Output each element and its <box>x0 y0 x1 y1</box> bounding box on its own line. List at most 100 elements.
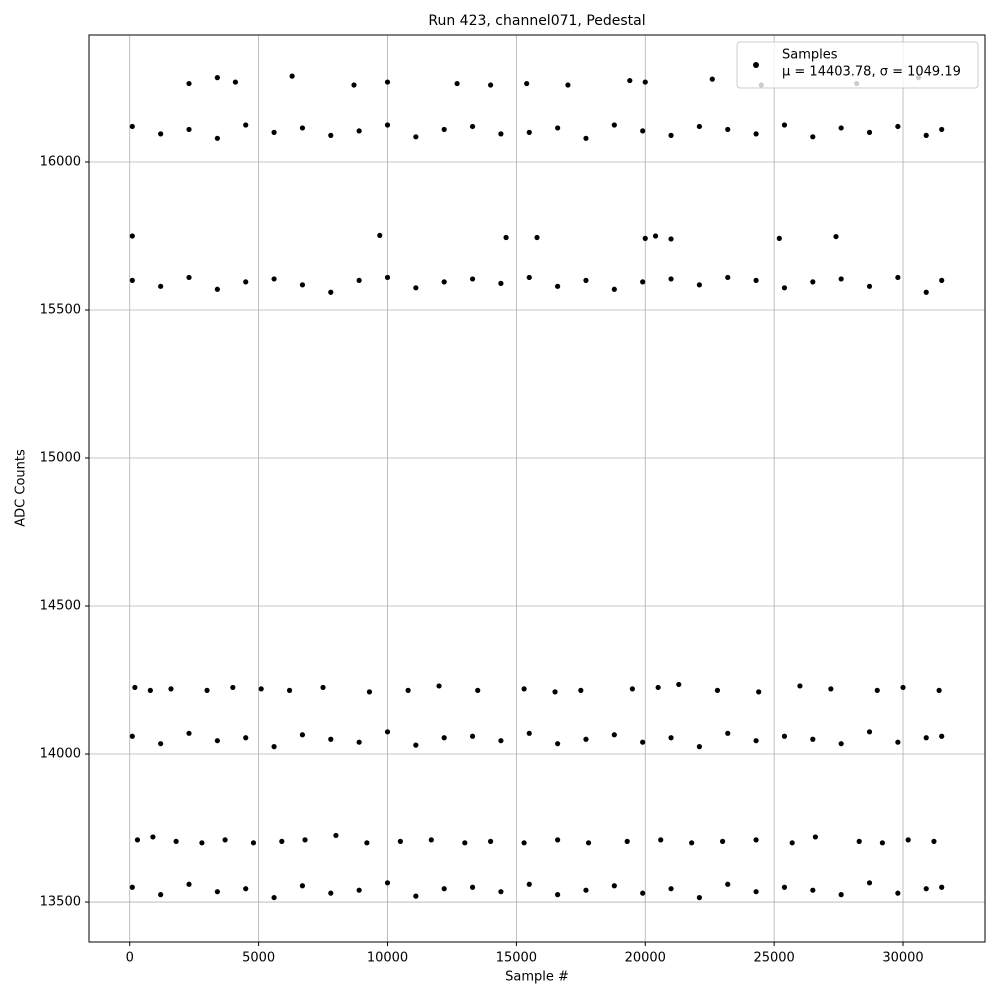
data-point <box>243 279 249 285</box>
data-point <box>611 286 617 292</box>
data-point <box>668 886 674 892</box>
data-point <box>583 887 589 893</box>
data-point <box>753 131 759 137</box>
data-point <box>611 883 617 889</box>
data-point <box>642 235 648 241</box>
data-point <box>413 134 419 140</box>
data-point <box>923 132 929 138</box>
data-point <box>441 735 447 741</box>
data-point <box>454 80 460 87</box>
data-point <box>534 234 540 241</box>
data-point <box>377 232 383 239</box>
data-point <box>709 76 715 82</box>
data-point <box>810 279 816 285</box>
data-point <box>689 840 695 846</box>
data-point <box>351 82 357 88</box>
data-point <box>384 274 391 281</box>
data-point <box>565 82 571 88</box>
data-point <box>320 684 326 691</box>
data-point <box>503 234 509 241</box>
data-point <box>838 741 844 747</box>
data-point <box>214 135 220 141</box>
data-point <box>526 730 532 736</box>
data-point <box>642 79 648 85</box>
data-point <box>838 276 844 282</box>
data-point <box>810 134 816 140</box>
x-tick-label: 25000 <box>753 951 794 966</box>
data-point <box>469 123 476 130</box>
data-point <box>356 128 362 134</box>
data-point <box>555 283 561 289</box>
data-point <box>789 840 795 846</box>
data-point <box>552 689 558 695</box>
data-point <box>583 135 589 141</box>
x-tick-label: 30000 <box>882 951 923 966</box>
data-point <box>828 686 834 692</box>
data-point <box>243 122 249 128</box>
data-point <box>668 132 674 138</box>
data-point <box>243 886 249 892</box>
data-point <box>866 283 873 289</box>
data-point <box>271 276 277 282</box>
data-point <box>441 279 447 285</box>
data-point <box>173 838 179 844</box>
data-point <box>797 683 803 689</box>
data-point <box>186 274 192 281</box>
data-point <box>781 733 788 739</box>
data-point <box>714 687 721 693</box>
data-point <box>838 892 844 898</box>
data-point <box>384 122 391 128</box>
data-point <box>838 125 844 131</box>
data-point <box>488 82 494 88</box>
data-point <box>328 736 334 742</box>
data-point <box>214 889 220 895</box>
data-point <box>158 283 164 289</box>
data-point <box>833 233 839 240</box>
data-point <box>555 892 561 898</box>
data-point <box>624 838 630 844</box>
data-point <box>129 233 135 239</box>
chart-title: Run 423, channel071, Pedestal <box>428 13 645 29</box>
data-point <box>939 733 945 739</box>
data-point <box>129 123 135 130</box>
data-point <box>222 837 228 843</box>
data-point <box>640 890 646 896</box>
data-point <box>652 233 659 239</box>
data-point <box>405 687 411 693</box>
data-point <box>640 739 646 745</box>
data-point <box>611 732 617 738</box>
data-point <box>258 686 264 692</box>
data-point <box>413 742 419 748</box>
data-point <box>812 834 818 840</box>
data-point <box>250 840 257 846</box>
data-point <box>526 881 532 887</box>
data-point <box>555 741 561 747</box>
data-point <box>931 838 937 844</box>
legend-annotation: μ = 14403.78, σ = 1049.19 <box>782 65 961 80</box>
data-point <box>271 744 277 750</box>
data-point <box>895 274 901 281</box>
data-point <box>753 738 759 744</box>
y-tick-label: 15000 <box>40 451 81 466</box>
data-point <box>895 890 901 896</box>
data-point <box>129 884 135 890</box>
data-point <box>668 276 674 282</box>
data-point <box>866 729 873 735</box>
data-point <box>725 126 731 133</box>
data-point <box>436 683 442 689</box>
data-point <box>866 880 873 886</box>
data-point <box>302 837 308 843</box>
data-point <box>900 684 906 691</box>
data-point <box>186 730 192 736</box>
x-tick-label: 10000 <box>367 951 408 966</box>
data-point <box>526 129 532 135</box>
data-point <box>150 834 156 840</box>
y-tick-label: 14000 <box>40 747 81 762</box>
data-point <box>526 274 532 281</box>
data-point <box>271 894 277 901</box>
data-point <box>939 884 945 890</box>
data-point <box>299 883 306 889</box>
data-point <box>629 686 635 692</box>
data-point <box>524 80 530 87</box>
data-point <box>856 838 862 844</box>
